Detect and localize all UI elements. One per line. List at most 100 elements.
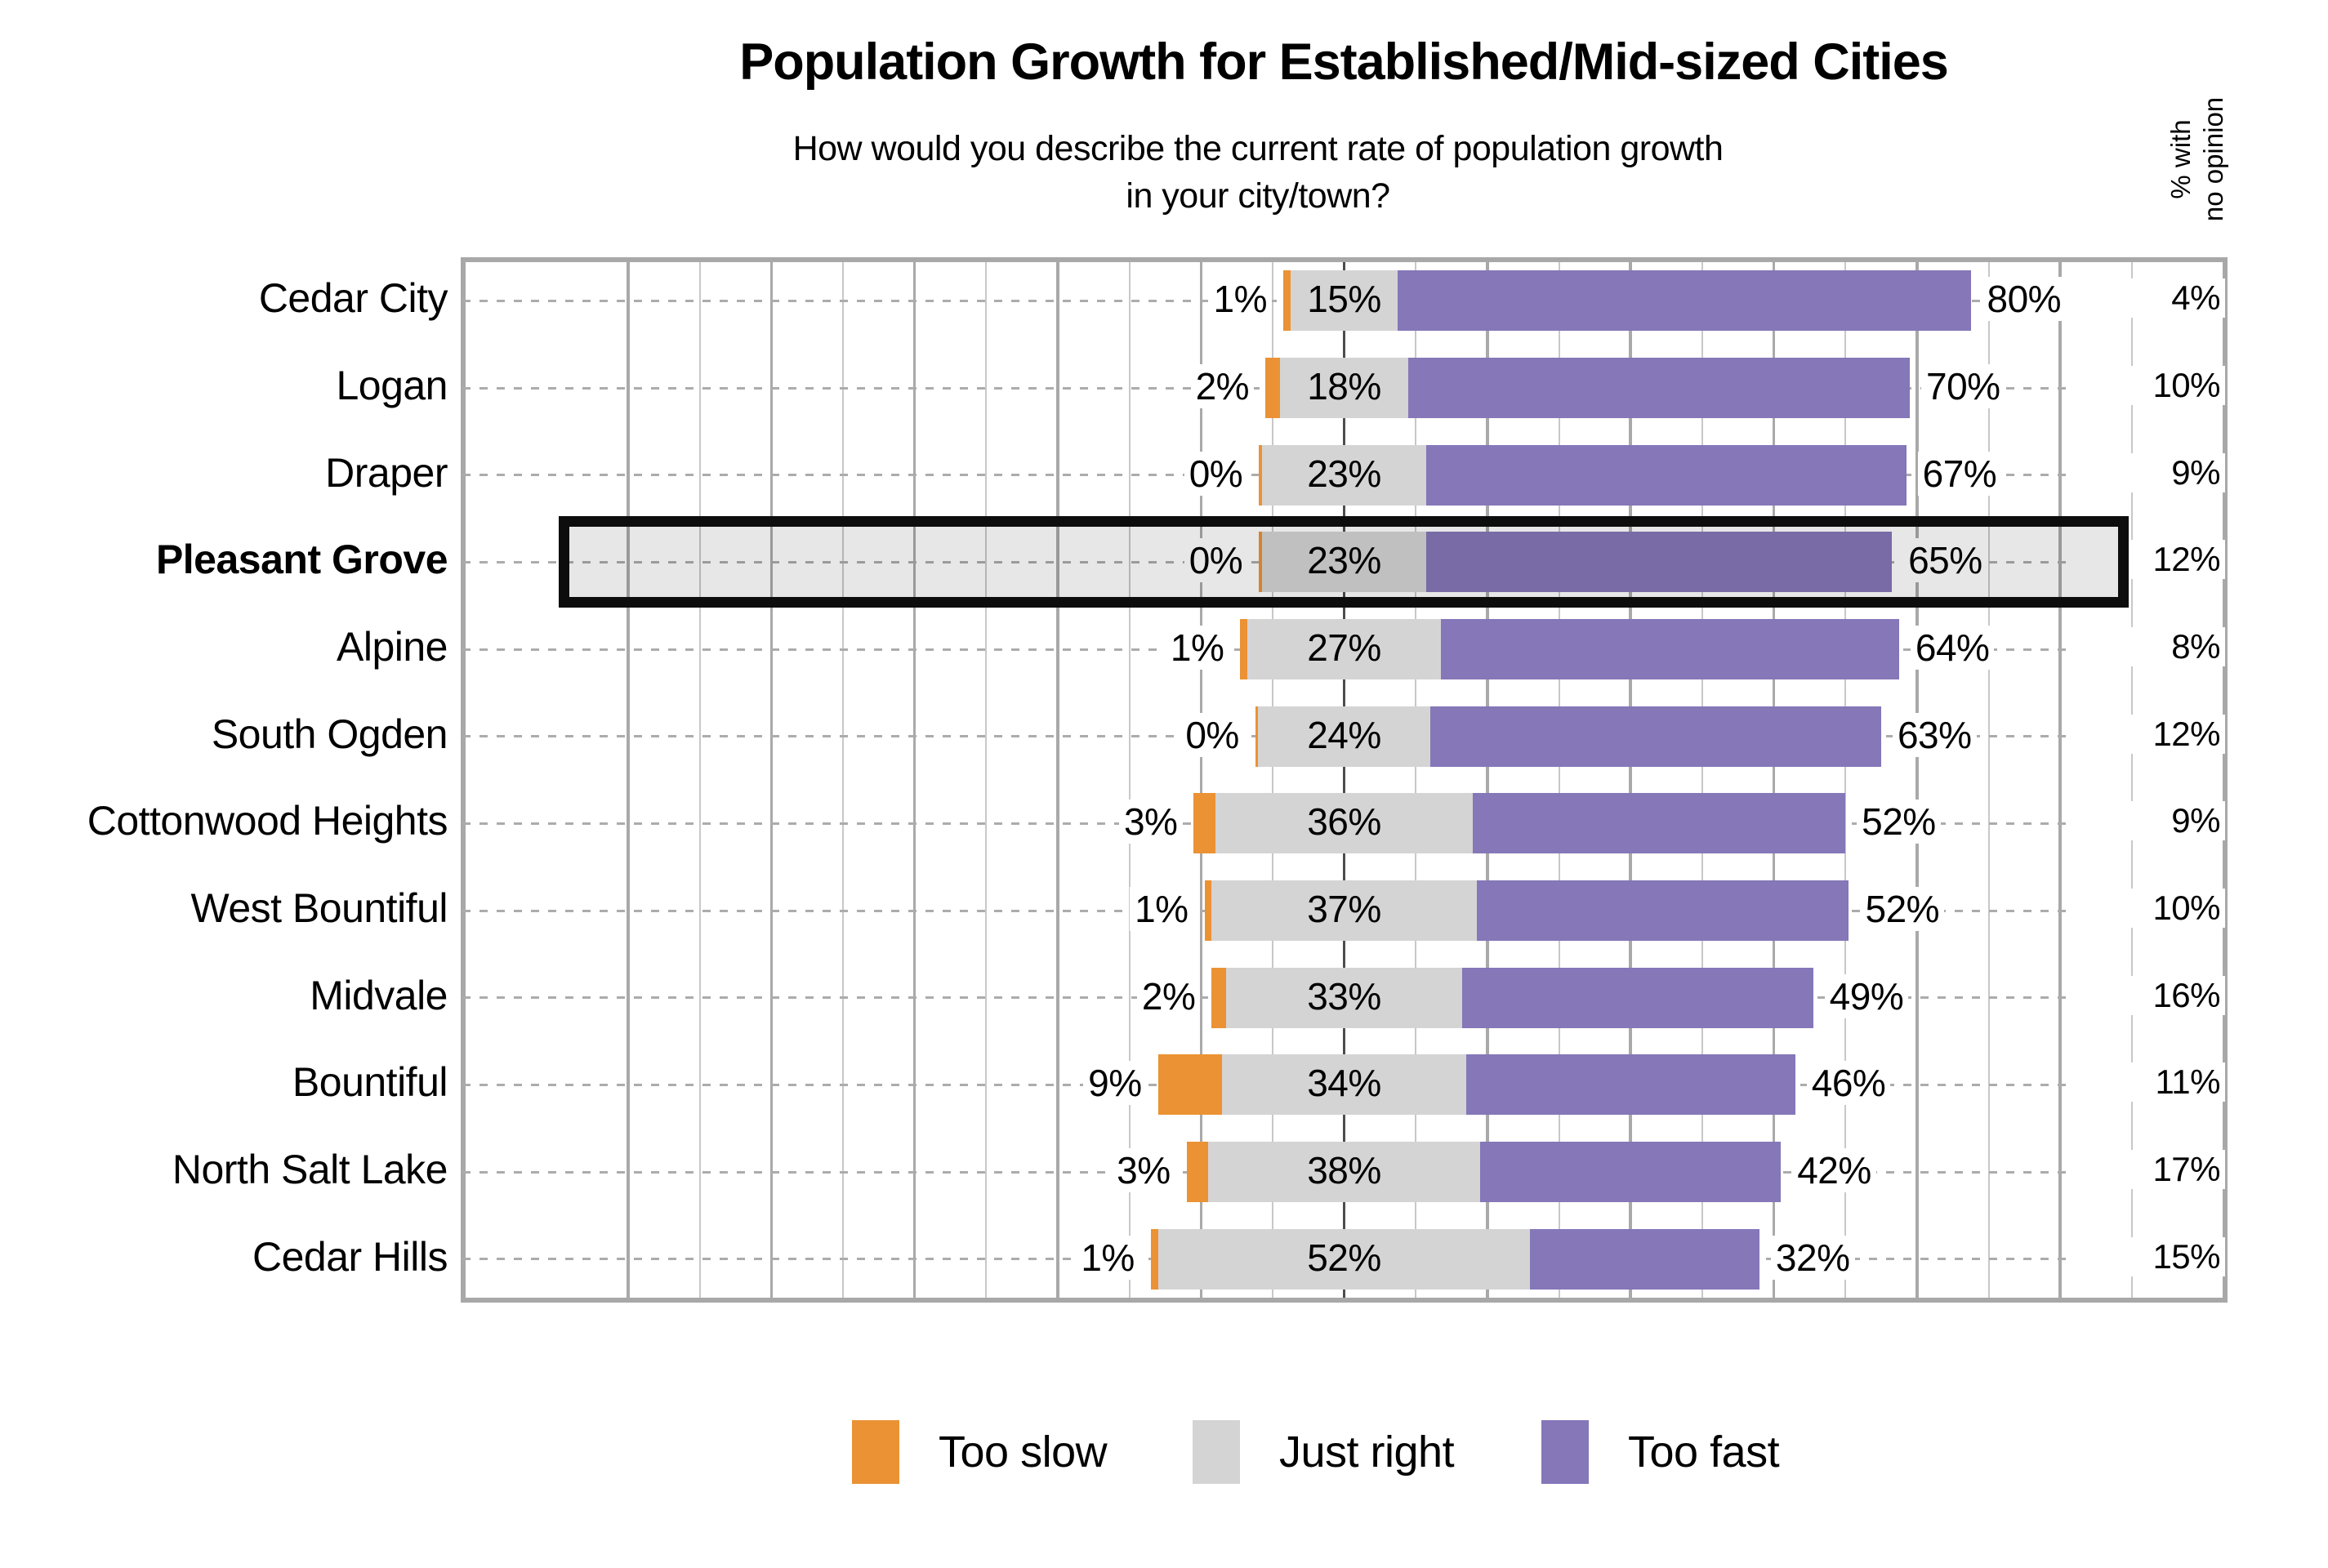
bar-too-slow (1186, 1142, 1208, 1202)
value-too-slow: 2% (1190, 364, 1255, 408)
value-just-right: 23% (1307, 452, 1381, 495)
gridline-major (1486, 262, 1489, 1298)
bar-just-right (1279, 358, 1409, 418)
bar-too-slow (1259, 444, 1262, 506)
bar-just-right (1222, 1054, 1466, 1116)
bar-just-right (1261, 444, 1427, 506)
value-just-right: 18% (1307, 365, 1381, 408)
value-just-right: 37% (1307, 888, 1381, 930)
value-too-fast: 46% (1806, 1061, 1891, 1106)
bar-just-right (1290, 270, 1398, 332)
gridline-major (2058, 262, 2062, 1298)
value-no-opinion: 11% (2068, 1062, 2225, 1102)
value-too-fast: 52% (1857, 800, 1941, 844)
value-too-slow: 0% (1184, 538, 1248, 583)
value-too-slow: 3% (1112, 1148, 1175, 1192)
legend-label: Too slow (939, 1428, 1108, 1477)
value-no-opinion: 16% (2068, 975, 2225, 1015)
bar-too-slow (1157, 1054, 1223, 1116)
gridline-major (1199, 262, 1203, 1298)
value-just-right: 36% (1307, 800, 1381, 844)
value-too-fast: 49% (1824, 973, 1909, 1018)
value-just-right: 24% (1307, 713, 1381, 756)
gridline-minor (2130, 262, 2133, 1298)
value-no-opinion: 12% (2068, 540, 2225, 580)
gridline-minor (1844, 262, 1847, 1298)
bar-too-fast (1476, 880, 1849, 941)
category-label: Alpine (337, 624, 448, 670)
bar-too-fast (1480, 1142, 1782, 1202)
legend-item: Just right (1193, 1419, 1455, 1485)
category-label: Logan (336, 363, 448, 408)
bar-too-slow (1259, 532, 1262, 593)
bar-just-right (1261, 532, 1427, 593)
gridline-major (912, 262, 916, 1298)
category-label: Bountiful (292, 1059, 448, 1106)
value-no-opinion: 17% (2068, 1150, 2225, 1189)
category-label: Pleasant Grove (155, 537, 448, 583)
value-no-opinion: 8% (2068, 627, 2225, 666)
value-just-right: 33% (1307, 974, 1381, 1018)
bar-too-fast (1426, 532, 1893, 593)
gridline-minor (985, 262, 988, 1298)
category-label: South Ogden (211, 710, 448, 757)
highlight-box (559, 516, 2129, 608)
bar-just-right (1247, 619, 1441, 679)
bar-too-fast (1462, 967, 1813, 1028)
value-too-slow: 1% (1130, 887, 1193, 931)
gridline-major (627, 262, 630, 1298)
gridline-minor (1701, 262, 1703, 1298)
no-opinion-column-header: % with no opinion (2165, 82, 2233, 237)
bar-too-fast (1429, 706, 1881, 767)
bar-just-right (1157, 1228, 1531, 1290)
legend-swatch-just-right (1193, 1420, 1240, 1484)
bar-just-right (1207, 1142, 1481, 1202)
value-no-opinion: 9% (2068, 452, 2225, 492)
gridline-center (1342, 262, 1346, 1298)
gridline-minor (1271, 262, 1273, 1298)
plot-area (461, 257, 2228, 1303)
gridline-minor (1987, 262, 1990, 1298)
legend-item: Too fast (1541, 1419, 1780, 1485)
value-just-right: 38% (1307, 1149, 1381, 1192)
value-just-right: 34% (1307, 1062, 1381, 1105)
value-just-right: 52% (1307, 1236, 1381, 1279)
value-too-slow: 2% (1136, 973, 1201, 1018)
bar-too-fast (1530, 1228, 1759, 1290)
category-label: Cedar Hills (252, 1233, 448, 1280)
bar-too-slow (1193, 793, 1215, 854)
bar-too-slow (1265, 358, 1280, 418)
value-too-slow: 0% (1184, 451, 1248, 496)
value-just-right: 27% (1307, 626, 1381, 669)
bar-just-right (1211, 880, 1477, 941)
chart-subtitle-line1: How would you describe the current rate … (792, 129, 1724, 168)
value-no-opinion: 4% (2068, 278, 2225, 318)
bar-just-right (1258, 706, 1430, 767)
gridline-major (1772, 262, 1776, 1298)
bar-too-slow (1255, 706, 1259, 767)
bar-too-slow (1204, 880, 1212, 941)
value-no-opinion: 10% (2068, 366, 2225, 405)
value-too-slow: 0% (1180, 712, 1244, 757)
gridline-minor (841, 262, 844, 1298)
value-too-fast: 64% (1910, 626, 1995, 670)
value-no-opinion: 12% (2068, 714, 2225, 754)
legend-swatch-too-slow (852, 1420, 899, 1484)
bar-too-slow (1282, 270, 1291, 332)
value-too-slow: 9% (1083, 1061, 1147, 1106)
gridline-minor (1415, 262, 1417, 1298)
bar-just-right (1215, 793, 1474, 854)
legend-label: Too fast (1628, 1428, 1780, 1477)
category-label: West Bountiful (190, 885, 448, 931)
legend-item: Too slow (852, 1419, 1108, 1485)
category-label: Draper (325, 449, 448, 496)
category-label: North Salt Lake (172, 1147, 448, 1192)
legend-label: Just right (1279, 1428, 1455, 1477)
value-too-slow: 1% (1208, 277, 1272, 322)
value-no-opinion: 15% (2068, 1236, 2225, 1276)
bar-too-fast (1465, 1054, 1795, 1116)
bar-too-fast (1440, 619, 1899, 679)
bar-too-slow (1150, 1228, 1158, 1290)
value-too-fast: 67% (1917, 451, 2002, 496)
